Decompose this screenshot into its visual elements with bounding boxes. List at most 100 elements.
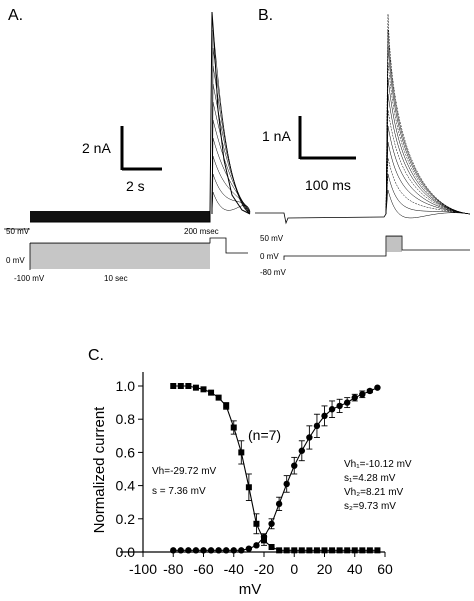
- panel-a-trace-block: [30, 211, 210, 222]
- data-point-square: [230, 424, 237, 431]
- data-point-square: [208, 389, 215, 396]
- panel-a-peak-trace: [30, 11, 251, 223]
- data-point-circle: [200, 547, 207, 554]
- panel-a-protocol-steps: [29, 243, 210, 270]
- panel-c-label: C.: [88, 347, 104, 364]
- panel-a-protocol-high: 50 mV: [6, 227, 30, 236]
- panel-a-decay-traces: [211, 29, 251, 215]
- data-point-circle: [306, 434, 313, 441]
- panel-a-decay-trace: [211, 173, 251, 215]
- data-point-square: [238, 449, 245, 456]
- data-point-circle: [359, 391, 366, 398]
- data-point-square: [185, 383, 192, 389]
- panel-b-current-trace: [385, 77, 471, 215]
- n-annotation: (n=7): [248, 427, 281, 443]
- data-point-square: [268, 544, 275, 551]
- data-point-circle: [321, 412, 328, 420]
- data-point-square: [200, 386, 207, 393]
- panel-a-test-pulse: [30, 237, 248, 254]
- y-tick-label: 0.8: [116, 411, 136, 427]
- data-point-square: [298, 547, 305, 554]
- data-point-square: [359, 547, 366, 554]
- data-point-circle: [291, 462, 298, 469]
- panel-a-decay-trace: [211, 83, 251, 215]
- panel-a-protocol-duration: 10 sec: [104, 274, 128, 283]
- data-point-square: [329, 547, 336, 554]
- panel-b-current-trace: [385, 173, 471, 215]
- data-points: [170, 383, 381, 554]
- data-point-square: [313, 547, 320, 554]
- x-tick-label: 0: [290, 561, 298, 577]
- data-point-square: [215, 394, 222, 401]
- y-axis-label: Normalized current: [91, 406, 108, 534]
- panel-a-decay-trace: [211, 119, 251, 215]
- data-point-square: [344, 547, 351, 554]
- panel-b-current-trace: [385, 141, 471, 215]
- x-tick-label: -20: [254, 561, 274, 577]
- y-tick-label: 1.0: [116, 378, 136, 394]
- data-point-circle: [366, 387, 374, 395]
- panel-b-baseline: [255, 212, 387, 225]
- data-point-square: [177, 383, 184, 389]
- panel-b-current-trace: [385, 109, 471, 215]
- panel-b-current-trace: [385, 125, 471, 215]
- data-point-square: [321, 547, 328, 554]
- activation-param-s2: s₂=9.73 mV: [344, 501, 396, 512]
- data-point-circle: [343, 399, 351, 406]
- data-point-square: [261, 537, 267, 544]
- panel-a-decay-trace: [211, 155, 251, 215]
- inactivation-param-s: s = 7.36 mV: [152, 486, 206, 497]
- data-point-circle: [260, 533, 268, 541]
- panel-a-protocol-low: -100 mV: [14, 274, 45, 283]
- data-point-circle: [170, 547, 177, 554]
- panel-a-decay-trace: [211, 65, 251, 215]
- data-point-square: [306, 547, 313, 554]
- data-point-square: [253, 520, 260, 527]
- inactivation-param-vh: Vh=-29.72 mV: [152, 466, 217, 477]
- data-point-square: [192, 384, 199, 391]
- y-tick-label: 0.2: [116, 511, 136, 527]
- panel-b-current-trace: [385, 45, 471, 215]
- y-tick-label: 0.4: [116, 478, 136, 494]
- panel-a: A. 2 nA 2 s 50 mV 200 msec 0 mV -100 mV …: [4, 7, 251, 283]
- x-tick-label: -80: [163, 561, 183, 577]
- panel-b-current-trace: [385, 93, 471, 215]
- panel-a-decay-trace: [211, 101, 251, 215]
- data-point-circle: [275, 500, 283, 508]
- data-point-circle: [351, 394, 358, 401]
- panel-b: B. 1 nA 100 ms 50 mV 0 mV -80 mV: [255, 7, 471, 277]
- panel-b-protocol-high: 50 mV: [260, 234, 284, 243]
- data-point-circle: [230, 547, 237, 554]
- fit-curve: [173, 385, 378, 551]
- data-point-square: [223, 402, 230, 409]
- data-point-circle: [207, 547, 215, 554]
- panel-a-protocol-zero: 0 mV: [6, 256, 25, 265]
- panel-b-protocol-trace: [283, 235, 470, 260]
- panel-b-current-trace: [385, 157, 471, 215]
- data-point-square: [276, 547, 283, 554]
- data-point-circle: [313, 422, 321, 430]
- data-point-square: [283, 547, 290, 554]
- x-tick-label: 20: [317, 561, 333, 577]
- panel-b-protocol-zero: 0 mV: [260, 252, 279, 261]
- panel-a-decay-trace: [211, 191, 251, 215]
- data-point-circle: [177, 547, 185, 554]
- panel-b-label: B.: [258, 7, 273, 24]
- x-tick-label: 60: [377, 561, 393, 577]
- panel-b-protocol-steps: [386, 236, 402, 252]
- panel-b-current-traces: [385, 13, 471, 219]
- panel-a-scale-current: 2 nA: [82, 140, 111, 156]
- data-point-circle: [238, 547, 245, 554]
- x-tick-label: -60: [193, 561, 213, 577]
- data-point-circle: [283, 480, 290, 488]
- panel-a-protocol-end: 200 msec: [184, 227, 219, 236]
- panel-a-decay-trace: [211, 47, 251, 215]
- panel-b-current-trace: [385, 13, 471, 215]
- data-point-circle: [298, 447, 306, 454]
- x-axis-label: mV: [239, 581, 262, 598]
- data-point-square: [374, 547, 381, 554]
- fit-curves: [173, 385, 378, 551]
- activation-param-vh2: Vh₂=8.21 mV: [344, 487, 404, 498]
- panel-a-label: A.: [8, 7, 23, 24]
